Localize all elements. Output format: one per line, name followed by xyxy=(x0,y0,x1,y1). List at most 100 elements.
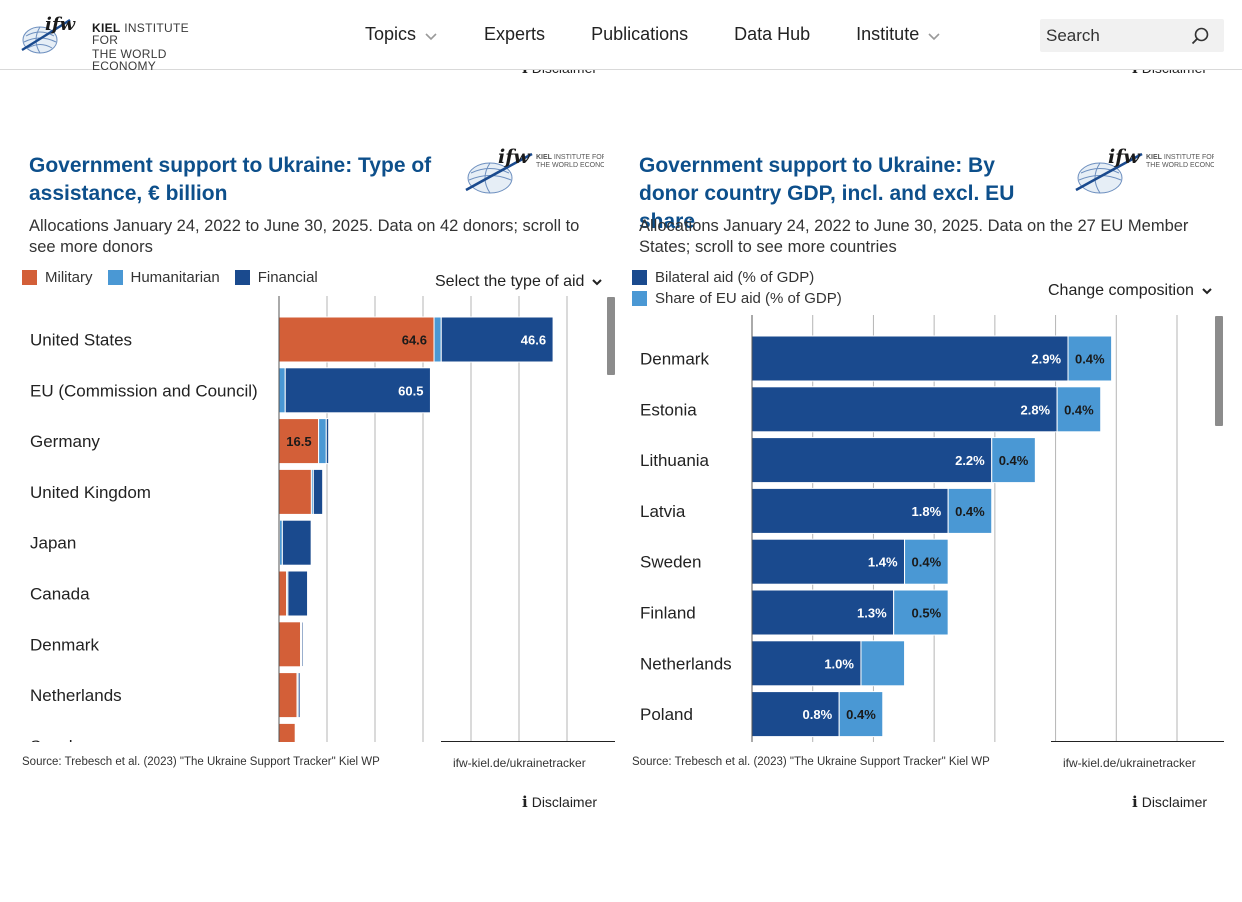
bar-segment xyxy=(440,316,554,363)
info-icon: i xyxy=(522,793,528,811)
data-label: 0.4% xyxy=(846,707,876,722)
category-label: Netherlands xyxy=(30,686,122,705)
nav-item-institute[interactable]: Institute xyxy=(856,24,941,45)
svg-text:THE WORLD ECONOMY: THE WORLD ECONOMY xyxy=(536,162,604,169)
chart-scrollbar[interactable] xyxy=(607,297,615,375)
data-label: 1.8% xyxy=(912,504,942,519)
svg-text:KIEL INSTITUTE FOR: KIEL INSTITUTE FOR xyxy=(536,154,604,161)
chevron-down-icon xyxy=(1202,288,1212,295)
nav-item-publications[interactable]: Publications xyxy=(591,24,688,45)
category-label: Netherlands xyxy=(640,654,732,673)
bar-segment xyxy=(278,621,302,668)
chart-source: Source: Trebesch et al. (2023) "The Ukra… xyxy=(632,756,990,768)
bar-segment xyxy=(904,538,949,585)
chart-subtitle: Allocations January 24, 2022 to June 30,… xyxy=(29,217,580,256)
chart-legend: Military Humanitarian Financial xyxy=(22,269,318,286)
bar-segment xyxy=(278,570,288,617)
data-label: 1.3% xyxy=(857,606,887,621)
bar-segment xyxy=(318,418,327,465)
bar-segment xyxy=(284,367,431,414)
bar-segment xyxy=(278,722,296,742)
disclaimer-link[interactable]: i Disclaimer xyxy=(522,793,598,811)
legend-swatch-financial xyxy=(234,270,250,285)
bar-segment xyxy=(1056,386,1102,433)
bar-segment xyxy=(947,487,993,534)
chart-title: Government support to Ukraine: By donor … xyxy=(639,154,1015,233)
category-label: United Kingdom xyxy=(30,483,151,502)
bar-segment xyxy=(838,691,884,738)
bar-segment xyxy=(278,367,286,414)
category-label: Sweden xyxy=(640,553,701,572)
nav-item-experts[interactable]: Experts xyxy=(484,24,545,45)
bar-segment xyxy=(751,538,906,585)
nav-label: Institute xyxy=(856,24,920,44)
data-label: 0.4% xyxy=(955,504,985,519)
logo-wordmark: KIEL INSTITUTE FOR THE WORLD ECONOMY xyxy=(92,21,189,73)
legend-swatch-humanitarian xyxy=(107,270,123,285)
ifw-chart-logo-icon: ifw KIEL INSTITUTE FOR THE WORLD ECONOMY xyxy=(465,146,604,194)
data-label: 2.9% xyxy=(1031,352,1061,367)
bar-segment xyxy=(751,386,1058,433)
chart-panel-gdp-share: Government support to Ukraine: By donor … xyxy=(632,140,1228,820)
bar-segment xyxy=(278,468,312,515)
svg-text:ifw: ifw xyxy=(1108,146,1140,168)
chart-legend: Bilateral aid (% of GDP) Share of EU aid… xyxy=(632,269,842,307)
gdp-share-chart: Denmark 2.9% 0.4% Estonia 2.8% 0.4% Lithuania 2… xyxy=(640,315,1224,742)
category-label: Poland xyxy=(640,705,693,724)
nav-label: Topics xyxy=(365,24,417,44)
main-nav: Topics Experts Publications Data Hub Institu… xyxy=(365,24,987,45)
composition-dropdown[interactable]: Change composition xyxy=(1048,282,1213,300)
chart-panel-aid-type: Government support to Ukraine: Type of a… xyxy=(22,140,618,820)
legend-swatch-eu-share xyxy=(632,291,647,306)
ifw-logo[interactable]: ifw KIEL INSTITUTE FOR THE WORLD ECONOMY xyxy=(18,14,208,72)
search-icon[interactable] xyxy=(1190,26,1210,46)
category-label: Estonia xyxy=(640,400,697,419)
bar-segment xyxy=(281,519,312,566)
category-label: Canada xyxy=(30,585,90,604)
legend-item-financial[interactable]: Financial xyxy=(234,269,318,286)
bar-segment xyxy=(297,672,301,719)
bar-segment xyxy=(751,691,840,738)
aid-type-dropdown[interactable]: Select the type of aid xyxy=(435,273,603,291)
category-label: Finland xyxy=(640,604,696,623)
chevron-down-icon xyxy=(592,279,603,286)
chart-url[interactable]: ifw-kiel.de/ukrainetracker xyxy=(453,756,586,770)
globe-logo-icon: ifw xyxy=(21,14,77,54)
data-label: 60.5 xyxy=(398,383,423,398)
data-label: 0.4% xyxy=(999,453,1029,468)
svg-text:ifw: ifw xyxy=(45,14,77,35)
chevron-down-icon xyxy=(425,32,437,40)
category-label: Denmark xyxy=(640,350,709,369)
chart-title: Government support to Ukraine: Type of a… xyxy=(29,154,432,205)
chart-plot-area[interactable]: United States 64.6 46.6 EU (Commission and … xyxy=(22,296,618,742)
chart-subtitle: Allocations January 24, 2022 to June 30,… xyxy=(639,217,1189,256)
chart-plot-area[interactable]: Denmark 2.9% 0.4% Estonia 2.8% 0.4% Lithuania 2… xyxy=(632,315,1228,742)
nav-item-data-hub[interactable]: Data Hub xyxy=(734,24,810,45)
data-label: 0.8% xyxy=(803,707,833,722)
disclaimer-link[interactable]: i Disclaimer xyxy=(1132,793,1208,811)
svg-text:ifw: ifw xyxy=(498,146,530,168)
data-label: 2.2% xyxy=(955,453,985,468)
data-label: 0.4% xyxy=(1064,402,1094,417)
search-input[interactable] xyxy=(1046,23,1186,48)
site-header: ifw KIEL INSTITUTE FOR THE WORLD ECONOMY… xyxy=(0,0,1242,72)
legend-item-bilateral[interactable]: Bilateral aid (% of GDP) xyxy=(632,269,842,286)
nav-item-topics[interactable]: Topics xyxy=(365,24,438,45)
category-label: Denmark xyxy=(30,635,99,654)
chart-url[interactable]: ifw-kiel.de/ukrainetracker xyxy=(1063,756,1196,770)
data-label: 64.6 xyxy=(402,333,427,348)
bar-segment xyxy=(301,621,304,668)
chart-scrollbar[interactable] xyxy=(1215,316,1223,426)
bar-segment xyxy=(991,437,1036,484)
legend-item-humanitarian[interactable]: Humanitarian xyxy=(107,269,220,286)
category-label: EU (Commission and Council) xyxy=(30,381,258,400)
bar-segment xyxy=(751,589,895,636)
legend-item-eu-share[interactable]: Share of EU aid (% of GDP) xyxy=(632,290,842,307)
category-label: United States xyxy=(30,331,132,350)
svg-text:THE WORLD ECONOMY: THE WORLD ECONOMY xyxy=(1146,162,1214,169)
legend-item-military[interactable]: Military xyxy=(22,269,93,286)
data-label: 1.4% xyxy=(868,555,898,570)
bar-segment xyxy=(1067,335,1113,382)
data-label: 1.0% xyxy=(824,656,854,671)
category-label: Latvia xyxy=(640,502,686,521)
